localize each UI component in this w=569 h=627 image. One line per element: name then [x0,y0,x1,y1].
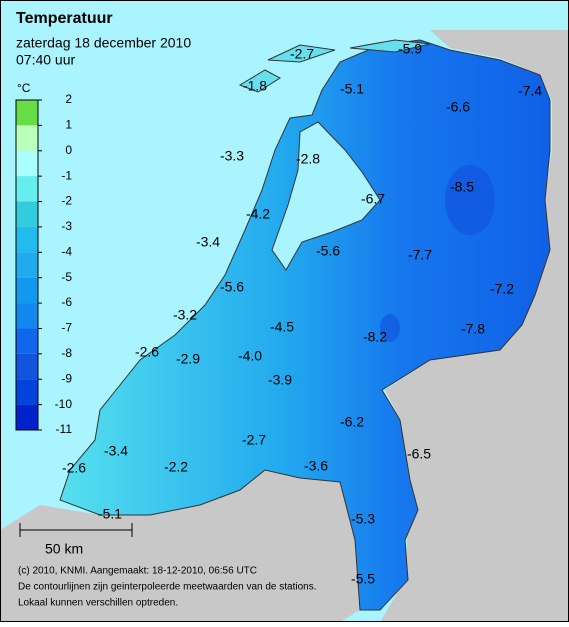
footer-line: De contourlijnen zijn geinterpoleerde me… [18,582,317,593]
legend-tick-label: -3 [61,219,72,233]
station-value: -5.1 [340,81,364,97]
legend-band [16,353,38,380]
station-value: -2.7 [290,46,314,62]
station-value: -8.2 [363,329,387,345]
station-value: -5.3 [351,511,375,527]
legend-tick-label: -9 [61,371,72,385]
legend-tick-label: 0 [65,143,72,157]
contour [445,165,495,235]
legend-unit: °C [17,81,31,95]
legend-band [16,226,38,253]
station-value: -5.6 [220,279,244,295]
time: 07:40 uur [16,52,75,68]
scale-label: 50 km [45,541,83,557]
station-value: -2.9 [176,351,200,367]
station-value: -6.2 [340,414,364,430]
netherlands [59,39,551,611]
station-value: -5.1 [98,506,122,522]
station-value: -2.8 [296,151,320,167]
station-value: -1.8 [243,78,267,94]
legend-tick-label: 1 [65,118,72,132]
station-value: -3.3 [220,148,244,164]
station-value: -2.2 [164,459,188,475]
ijsselmeer [271,121,381,271]
station-value: -3.6 [304,458,328,474]
legend-band [16,201,38,227]
legend-tick-label: -4 [61,244,72,258]
station-value: -5.6 [316,243,340,259]
legend-tick-label: 2 [65,92,72,106]
legend-band [16,328,38,354]
station-value: -7.2 [490,281,514,297]
station-value: -2.7 [242,432,266,448]
station-value: -3.4 [104,443,128,459]
germany [380,30,569,622]
station-value: -3.9 [268,372,292,388]
station-value: -6.6 [446,99,470,115]
station-value: -4.0 [238,348,262,364]
footer-line: Lokaal kunnen verschillen optreden. [18,598,178,609]
legend-band [16,150,38,177]
legend-band [16,303,38,329]
contour [380,314,400,342]
date: zaterdag 18 december 2010 [16,35,191,51]
station-value: -7.8 [461,321,485,337]
legend-tick-label: -1 [61,168,72,182]
station-value: -6.7 [361,191,385,207]
station-value: -5.5 [351,571,375,587]
legend-band [16,404,38,430]
legend-tick-label: -11 [56,422,73,436]
station-value: -4.2 [246,206,270,222]
station-value: -3.2 [173,307,197,323]
legend-tick-label: -10 [55,397,73,411]
station-value: -7.4 [518,83,542,99]
station-value: -8.5 [450,179,474,195]
station-value: -6.5 [407,446,431,462]
legend-band [16,379,38,405]
title: Temperatuur [16,10,113,27]
legend-frame [15,99,39,431]
station-value: -2.6 [62,460,86,476]
legend-tick-label: -7 [61,321,72,335]
station-value: -3.4 [196,234,220,250]
legend-tick-label: -5 [61,270,72,284]
station-value: -4.5 [270,319,294,335]
legend-tick-label: -2 [61,194,72,208]
belgium [0,470,360,622]
footer-line: (c) 2010, KNMI. Aangemaakt: 18-12-2010, … [18,566,257,577]
station-value: -7.7 [408,247,432,263]
station-value: -5.9 [398,41,422,57]
legend-band [16,100,38,126]
legend-band [16,176,38,202]
wadden-islands [238,39,431,93]
legend-tick-label: -8 [61,346,72,360]
legend-band [16,277,38,304]
legend-band [16,252,38,278]
legend-tick-label: -6 [61,295,72,309]
legend-band [16,125,38,151]
station-value: -2.6 [135,344,159,360]
